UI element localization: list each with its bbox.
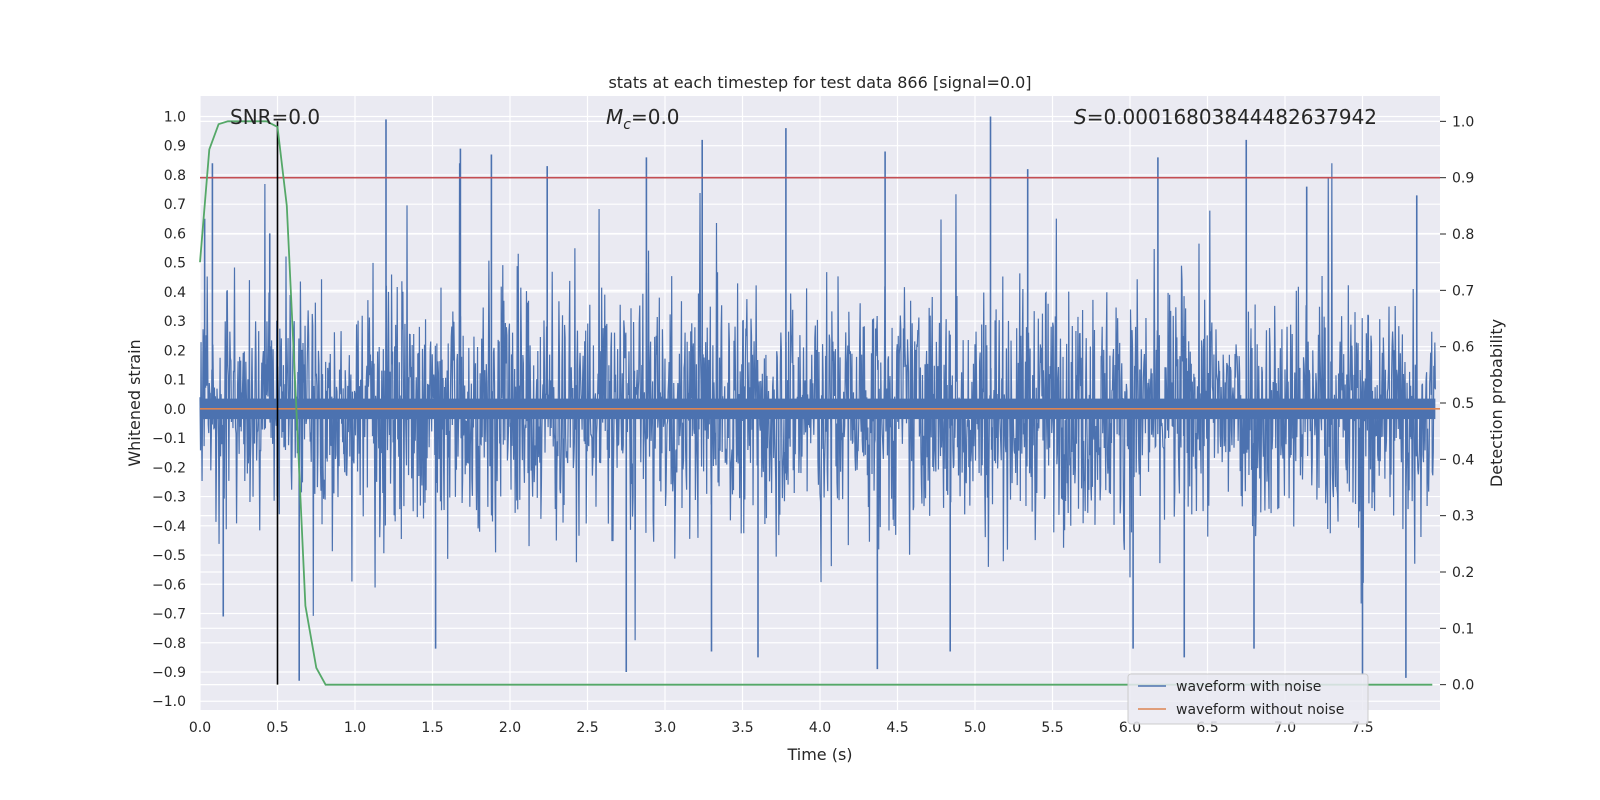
chirp-mass-symbol: M	[606, 105, 623, 129]
y-tick-label: 0.9	[164, 139, 186, 155]
x-tick-label: 4.5	[886, 720, 908, 736]
y-tick-label: −0.6	[152, 577, 186, 593]
y2-tick-label: 0.8	[1452, 227, 1474, 243]
y2-tick-label: 0.3	[1452, 509, 1474, 525]
chirp-mass-value: =0.0	[631, 105, 680, 129]
score-annotation: S=0.00016803844482637942	[1074, 105, 1377, 129]
y2-tick-label: 0.0	[1452, 678, 1474, 694]
y2-axis-label: Detection probability	[1487, 319, 1506, 487]
legend-label-noisy: waveform with noise	[1176, 679, 1321, 695]
y2-tick-label: 0.5	[1452, 396, 1474, 412]
y-tick-label: −0.9	[152, 665, 186, 681]
y-ticks: −1.0 −0.9 −0.8 −0.7 −0.6 −0.5 −0.4 −0.3 −0.2 −0.1…	[152, 109, 186, 710]
y-tick-label: 0.3	[164, 314, 186, 330]
legend-box	[1127, 673, 1369, 725]
y-tick-label: −0.8	[152, 636, 186, 652]
x-tick-label: 5.5	[1041, 720, 1063, 736]
y2-tick-label: 0.1	[1452, 621, 1474, 637]
y-tick-label: 0.1	[164, 373, 186, 389]
x-tick-label: 3.0	[654, 720, 676, 736]
y-tick-label: 1.0	[164, 109, 186, 125]
chirp-mass-subscript: c	[623, 117, 631, 133]
x-tick-label: 4.0	[809, 720, 831, 736]
y-tick-label: 0.7	[164, 197, 186, 213]
y-tick-label: 0.5	[164, 256, 186, 272]
x-tick-label: 0.5	[266, 720, 288, 736]
noisy-waveform-trace	[199, 163, 1436, 641]
y-tick-label: −0.3	[152, 490, 186, 506]
y-tick-label: −0.4	[152, 519, 186, 535]
x-ticks: 0.0 0.5 1.0 1.5 2.0 2.5 3.0 3.5 4.0 4.5 5.0 5.5 6.0 6…	[189, 720, 1374, 736]
y2-tick-label: 0.9	[1452, 171, 1474, 187]
y-tick-label: 0.4	[164, 285, 186, 301]
y-tick-label: 0.6	[164, 226, 186, 242]
x-axis-label: Time (s)	[786, 745, 852, 764]
detection-probability-line	[199, 120, 1433, 686]
x-tick-label: 0.0	[189, 720, 211, 736]
y2-tick-label: 0.6	[1452, 340, 1474, 356]
y-tick-label: −0.2	[152, 460, 186, 476]
x-tick-label: 3.5	[731, 720, 753, 736]
y-tick-label: 0.8	[164, 168, 186, 184]
y-tick-label: 0.2	[164, 343, 186, 359]
score-symbol: S	[1074, 105, 1087, 129]
x-tick-label: 1.0	[344, 720, 366, 736]
y2-tick-label: 1.0	[1452, 114, 1474, 130]
x-tick-label: 1.5	[421, 720, 443, 736]
legend: waveform with noise waveform without noi…	[1127, 673, 1369, 725]
y2-tick-label: 0.7	[1452, 283, 1474, 299]
chirp-mass-annotation: Mc=0.0	[606, 105, 680, 133]
score-value: =0.00016803844482637942	[1087, 105, 1377, 129]
y-tick-label: −0.7	[152, 607, 186, 623]
x-tick-label: 2.0	[499, 720, 521, 736]
y-tick-label: 0.0	[164, 402, 186, 418]
x-tick-label: 2.5	[576, 720, 598, 736]
chart-title: stats at each timestep for test data 866…	[608, 73, 1031, 92]
y-tick-label: −1.0	[152, 694, 186, 710]
y-tick-label: −0.5	[152, 548, 186, 564]
noisy-waveform	[199, 116, 1436, 681]
y-tick-label: −0.1	[152, 431, 186, 447]
snr-annotation: SNR=0.0	[230, 105, 320, 129]
y2-tick-label: 0.2	[1452, 565, 1474, 581]
y2-ticks: 0.0 0.1 0.2 0.3 0.4 0.5 0.6 0.7 0.8 0.9 1.0	[1440, 114, 1474, 694]
y2-tick-label: 0.4	[1452, 452, 1474, 468]
y-axis-label: Whitened strain	[125, 339, 144, 466]
legend-label-clean: waveform without noise	[1176, 702, 1344, 718]
x-tick-label: 5.0	[964, 720, 986, 736]
